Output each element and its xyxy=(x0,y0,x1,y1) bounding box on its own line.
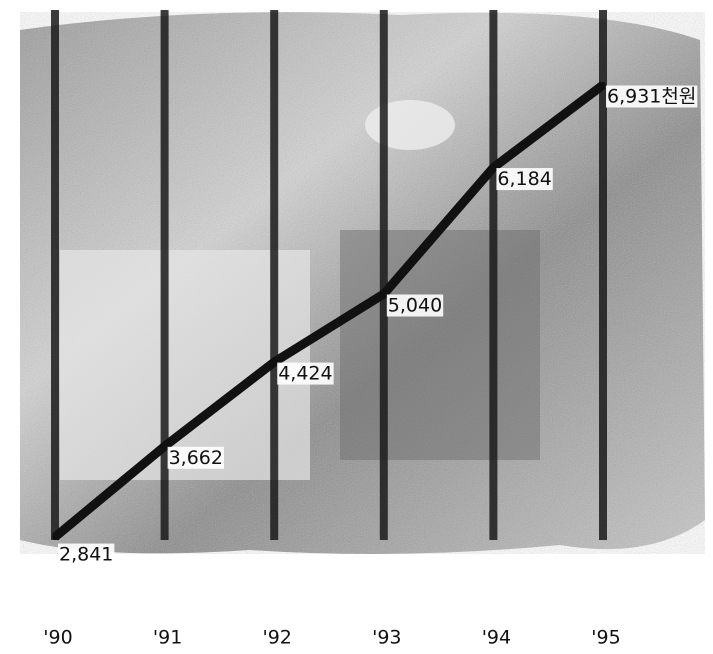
x-tick-label: '91 xyxy=(153,627,182,649)
x-tick-label: '94 xyxy=(482,627,511,649)
chart: 2,841 3,662 4,424 5,040 6,184 6,931천원 '90 '91 '9… xyxy=(0,0,713,654)
point xyxy=(162,443,168,449)
x-tick-label: '93 xyxy=(372,627,401,649)
stripe xyxy=(489,10,497,540)
point xyxy=(52,534,58,540)
point xyxy=(381,291,387,297)
x-tick-label: '95 xyxy=(591,627,620,649)
stripe xyxy=(380,10,388,540)
point xyxy=(600,82,606,88)
value-label: 6,184 xyxy=(497,168,551,190)
x-tick-label: '90 xyxy=(43,627,72,649)
point xyxy=(271,359,277,365)
value-label: 6,931천원 xyxy=(607,85,696,107)
value-label: 3,662 xyxy=(169,447,223,469)
stripe xyxy=(270,10,278,540)
value-label: 4,424 xyxy=(278,363,332,385)
value-label: 5,040 xyxy=(388,295,442,317)
x-tick-label: '92 xyxy=(262,627,291,649)
value-label: 2,841 xyxy=(59,544,113,566)
stripe xyxy=(51,10,59,540)
point xyxy=(490,165,496,171)
stripe xyxy=(161,10,169,540)
